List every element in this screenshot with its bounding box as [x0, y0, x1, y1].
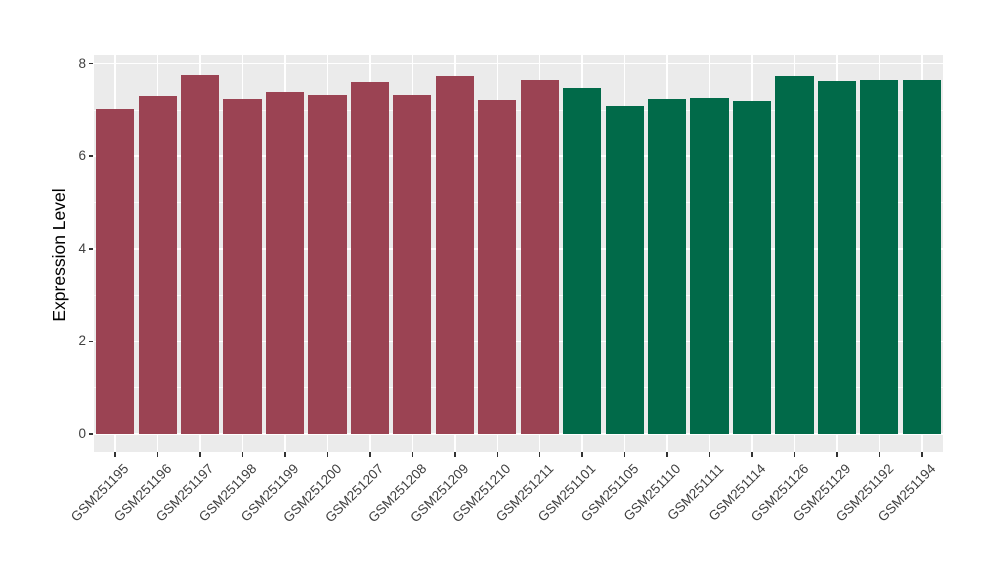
gridline-major-horizontal: [94, 433, 943, 435]
gridline-major-horizontal: [94, 248, 943, 250]
bar: [138, 96, 177, 434]
y-tick-label: 6: [78, 148, 86, 164]
x-axis-tick: [751, 452, 753, 457]
bar: [350, 82, 390, 434]
gridline-minor-horizontal: [94, 387, 943, 389]
x-axis-tick: [496, 452, 499, 457]
x-axis-tick: [666, 452, 668, 457]
x-axis-tick: [538, 452, 541, 457]
bar: [308, 94, 347, 434]
x-axis-tick: [836, 452, 838, 457]
gridline-major-horizontal: [94, 62, 943, 65]
x-axis-tick: [241, 452, 244, 457]
plot-panel: [94, 55, 943, 452]
y-tick-label: 4: [78, 240, 86, 256]
gridline-minor-horizontal: [94, 294, 943, 296]
x-axis-tick: [284, 452, 286, 457]
x-axis-tick: [411, 452, 414, 457]
bar: [563, 88, 602, 434]
bar: [902, 80, 941, 434]
y-tick-label: 8: [78, 55, 86, 71]
bar: [181, 75, 220, 434]
x-axis-tick: [454, 452, 456, 457]
bar: [775, 75, 814, 434]
y-axis-tick: [88, 155, 93, 157]
y-axis-tick: [88, 62, 93, 65]
x-axis-tick: [114, 452, 116, 457]
bar: [817, 81, 856, 434]
bar: [520, 80, 559, 434]
x-axis-tick: [793, 452, 796, 457]
bar: [605, 105, 644, 434]
y-tick-label: 0: [78, 426, 86, 441]
x-axis-tick: [369, 452, 371, 457]
x-axis-tick: [581, 452, 583, 457]
y-tick-label: 2: [78, 333, 86, 349]
bar: [223, 98, 262, 434]
x-axis-tick: [878, 452, 881, 457]
bar: [265, 92, 305, 434]
bar: [478, 99, 517, 434]
bar: [732, 101, 772, 434]
gridline-major-horizontal: [94, 155, 943, 157]
bar: [690, 98, 729, 434]
bar: [860, 80, 899, 434]
y-axis-tick: [88, 340, 93, 343]
y-axis-tick: [88, 248, 93, 250]
x-axis-tick: [623, 452, 626, 457]
gridline-minor-horizontal: [94, 109, 943, 111]
gridline-major-horizontal: [94, 340, 943, 343]
x-axis-tick: [326, 452, 329, 457]
bar: [435, 75, 474, 434]
x-axis-tick: [199, 452, 201, 457]
bar: [96, 109, 135, 434]
x-axis-tick: [156, 452, 159, 457]
bar: [393, 94, 432, 434]
x-axis-tick: [921, 452, 923, 457]
gridline-minor-horizontal: [94, 202, 943, 203]
x-axis-tick: [708, 452, 711, 457]
y-axis-tick: [88, 433, 93, 435]
bar: [647, 99, 687, 434]
